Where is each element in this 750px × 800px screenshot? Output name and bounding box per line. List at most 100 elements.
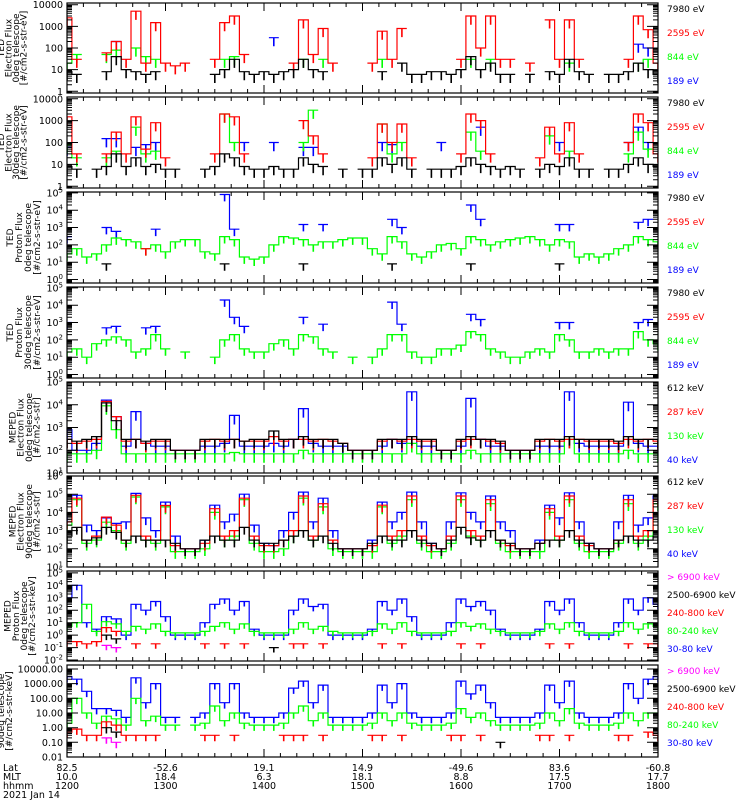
- y-axis-ticks: [67, 668, 658, 758]
- y-tick-label: 102: [46, 333, 63, 346]
- legend-entry: 2595 eV: [667, 123, 705, 133]
- y-tick-label: 1000.00: [24, 679, 63, 690]
- y-tick-label: 100: [45, 44, 63, 55]
- y-tick-base: 10: [46, 593, 58, 604]
- y-tick-label: 105: [46, 566, 63, 579]
- series-spikes: [67, 676, 658, 724]
- y-axis-ticks: [67, 98, 658, 188]
- legend-entry: 844 eV: [667, 242, 700, 252]
- y-tick-exponent: 4: [59, 579, 64, 587]
- y-axis-title-line: Proton Flux: [15, 212, 25, 263]
- legend-entry: 844 eV: [667, 53, 700, 63]
- x-tick-mlt: 18.1: [352, 772, 373, 783]
- series-line: [67, 153, 658, 170]
- plot-area: [67, 491, 658, 559]
- y-tick-exponent: 2: [59, 444, 63, 452]
- x-tick-mlt: 17.5: [549, 772, 570, 783]
- y-tick-base: 10: [46, 318, 58, 329]
- y-axis-title-line: Electron Flux: [17, 492, 27, 551]
- y-tick-label: 102: [46, 604, 63, 617]
- series-line: [67, 400, 658, 451]
- y-axis-title-line: Electron Flux: [5, 113, 15, 172]
- y-tick-label: 103: [46, 221, 63, 234]
- series-line: [67, 10, 658, 67]
- y-tick-exponent: 1: [59, 561, 63, 569]
- x-tick-lat: 83.6: [549, 763, 570, 774]
- y-tick-base: 10: [46, 353, 58, 364]
- legend-entry: 189 eV: [667, 361, 700, 371]
- plot-area: [67, 391, 658, 463]
- y-tick-label: 100: [46, 629, 63, 642]
- plot-area: [67, 584, 658, 653]
- y-tick-label: 100: [46, 273, 63, 286]
- y-tick-exponent: 5: [59, 376, 63, 384]
- y-tick-base: 10: [46, 469, 58, 480]
- series-spikes: [67, 331, 658, 365]
- legend-entry: 80-240 keV: [667, 627, 719, 637]
- y-tick-label: 100: [45, 138, 63, 149]
- y-tick-base: 10: [46, 258, 58, 269]
- y-tick-base: 10: [46, 223, 58, 234]
- y-tick-exponent: 3: [59, 221, 63, 229]
- y-axis-title-line: TED: [0, 39, 7, 58]
- legend-entry: 287 keV: [667, 502, 704, 512]
- y-axis-title-line: [#/cm2-s-str-keV]: [5, 671, 15, 750]
- series-spikes: [67, 300, 649, 335]
- series-spikes: [67, 153, 658, 178]
- series-spikes: [115, 37, 649, 57]
- series-spikes: [67, 114, 658, 167]
- y-axis-ticks: [67, 192, 658, 283]
- y-tick-label: 10: [51, 160, 63, 171]
- x-tick-lat: -49.6: [449, 763, 474, 774]
- y-tick-label: 1000: [39, 22, 63, 33]
- series-line: [67, 402, 658, 451]
- y-axis-title-line: Proton Flux: [12, 590, 22, 641]
- y-axis-ticks: [67, 4, 658, 93]
- y-axis-title-line: Electron Flux: [5, 18, 15, 77]
- y-axis-title-line: MEPED: [9, 412, 19, 444]
- y-tick-label: 101: [46, 616, 63, 629]
- legend-entry: 287 keV: [667, 408, 704, 418]
- y-tick-label: 10000: [33, 94, 63, 105]
- series-line: [67, 496, 658, 553]
- series-spikes: [105, 263, 561, 271]
- y-tick-exponent: -2: [56, 654, 63, 662]
- y-tick-base: 10: [46, 283, 58, 294]
- y-tick-base: 10: [46, 206, 58, 217]
- y-axis-ticks: [67, 572, 658, 662]
- plot-area: [67, 10, 658, 83]
- series-spikes: [105, 737, 118, 749]
- y-tick-label: 0.10: [42, 738, 63, 749]
- y-axis-title-line: [#/cm2-s-str-eV]: [33, 295, 43, 370]
- series-spikes: [67, 585, 658, 641]
- y-axis-title-line: TED: [6, 323, 16, 342]
- y-tick-base: 10: [46, 563, 58, 574]
- y-tick-label: 104: [46, 204, 63, 217]
- y-axis-ticks: [67, 287, 658, 378]
- y-axis-title-line: 0deg telescope: [24, 203, 34, 273]
- y-tick-exponent: 2: [59, 542, 63, 550]
- y-tick-label: 1000: [39, 116, 63, 127]
- series-spikes: [67, 236, 658, 266]
- y-tick-label: 105: [46, 376, 63, 389]
- y-axis-title-line: [#/cm2-s-str-eV]: [20, 11, 30, 86]
- legend-entry: > 6900 keV: [667, 573, 721, 583]
- y-axis-title-line: 30deg telescope: [12, 105, 22, 180]
- y-axis-title-line: Proton Flux: [15, 307, 25, 358]
- y-tick-exponent: 4: [59, 299, 64, 307]
- y-tick-base: 10: [44, 656, 56, 667]
- series-spikes: [67, 698, 658, 731]
- plot-area: [67, 109, 658, 178]
- y-axis-title-line: [#/cm2-s-str-eV]: [33, 200, 43, 275]
- legend-entry: 7980 eV: [667, 5, 705, 15]
- series-spikes: [67, 56, 658, 83]
- y-tick-exponent: 3: [59, 421, 63, 429]
- axis-row-label-mlt: MLT: [3, 772, 21, 783]
- series-line: [67, 236, 658, 260]
- y-tick-label: 103: [46, 524, 63, 537]
- y-tick-label: 103: [46, 421, 63, 434]
